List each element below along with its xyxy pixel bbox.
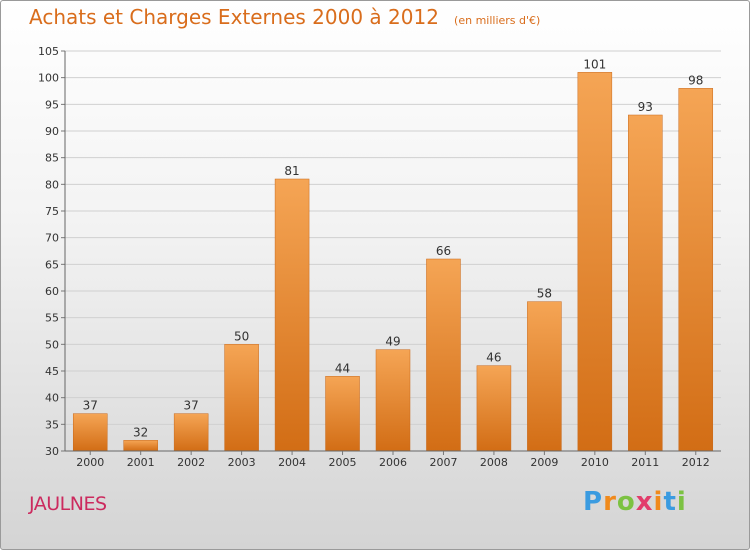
- chart-subtitle: (en milliers d'€): [454, 14, 541, 27]
- bar-2011: [628, 114, 663, 452]
- data-label-2006: 49: [385, 335, 400, 349]
- data-label-2010: 101: [583, 57, 606, 71]
- data-label-2000: 37: [83, 399, 98, 413]
- data-label-2011: 93: [638, 100, 653, 114]
- data-label-2004: 81: [284, 164, 299, 178]
- y-tick-label: 50: [45, 338, 59, 351]
- data-label-2009: 58: [537, 287, 552, 301]
- x-tick-label-2002: 2002: [177, 456, 205, 469]
- y-tick-label: 85: [45, 152, 59, 165]
- y-tick-label: 45: [45, 365, 59, 378]
- x-tick-label-2001: 2001: [127, 456, 155, 469]
- bar-2009: [527, 301, 562, 452]
- bar-2004: [274, 178, 310, 452]
- y-tick-label: 105: [38, 45, 59, 58]
- y-tick-label: 35: [45, 418, 59, 431]
- y-tick-label: 75: [45, 205, 59, 218]
- x-tick-label-2004: 2004: [278, 456, 306, 469]
- y-tick-label: 40: [45, 392, 59, 405]
- y-tick-label: 55: [45, 312, 59, 325]
- data-label-2001: 32: [133, 425, 148, 439]
- bar-2007: [426, 258, 461, 452]
- title-row: Achats et Charges Externes 2000 à 2012 (…: [29, 5, 540, 29]
- place-name: JAULNES: [29, 493, 107, 515]
- data-label-2002: 37: [184, 399, 199, 413]
- bar-2003: [224, 344, 259, 452]
- x-tick-label-2003: 2003: [228, 456, 256, 469]
- x-tick-label-2011: 2011: [631, 456, 659, 469]
- data-label-2012: 98: [688, 73, 703, 87]
- x-tick-label-2007: 2007: [429, 456, 457, 469]
- y-tick-label: 60: [45, 285, 59, 298]
- y-tick-label: 95: [45, 98, 59, 111]
- bar-2001: [123, 440, 158, 452]
- x-tick-label-2008: 2008: [480, 456, 508, 469]
- y-tick-label: 100: [38, 72, 59, 85]
- bar-2002: [173, 413, 209, 452]
- y-tick-label: 80: [45, 178, 59, 191]
- bar-2000: [72, 413, 108, 452]
- y-tick-label: 30: [45, 445, 59, 458]
- x-tick-label-2005: 2005: [329, 456, 357, 469]
- y-tick-label: 65: [45, 258, 59, 271]
- data-label-2005: 44: [335, 361, 350, 375]
- y-tick-label: 90: [45, 125, 59, 138]
- bars: 37 32 37 50 81 44 49 66 46 58 101 93 98: [72, 57, 714, 452]
- axes: 30 35 40 45 50 55 60 65 70 75 80 85 90 95 100 105 2000 20…: [38, 45, 721, 469]
- data-label-2007: 66: [436, 244, 451, 258]
- bar-2008: [476, 365, 512, 452]
- x-tick-label-2009: 2009: [530, 456, 558, 469]
- bar-2006: [375, 349, 411, 452]
- bar-2010: [577, 72, 613, 452]
- y-tick-label: 70: [45, 232, 59, 245]
- x-tick-label-2006: 2006: [379, 456, 407, 469]
- proxiti-logo[interactable]: Proxiti: [583, 487, 687, 517]
- chart-title: Achats et Charges Externes 2000 à 2012: [29, 5, 439, 29]
- bar-2012: [678, 88, 714, 452]
- x-tick-label-2010: 2010: [581, 456, 609, 469]
- x-tick-label-2000: 2000: [76, 456, 104, 469]
- x-tick-label-2012: 2012: [682, 456, 710, 469]
- bar-2005: [325, 376, 360, 452]
- data-label-2003: 50: [234, 329, 249, 343]
- data-label-2008: 46: [486, 351, 501, 365]
